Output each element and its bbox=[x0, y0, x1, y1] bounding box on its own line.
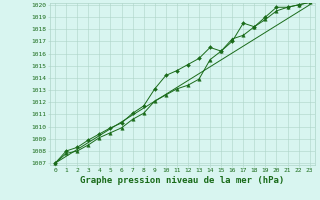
X-axis label: Graphe pression niveau de la mer (hPa): Graphe pression niveau de la mer (hPa) bbox=[80, 176, 284, 185]
